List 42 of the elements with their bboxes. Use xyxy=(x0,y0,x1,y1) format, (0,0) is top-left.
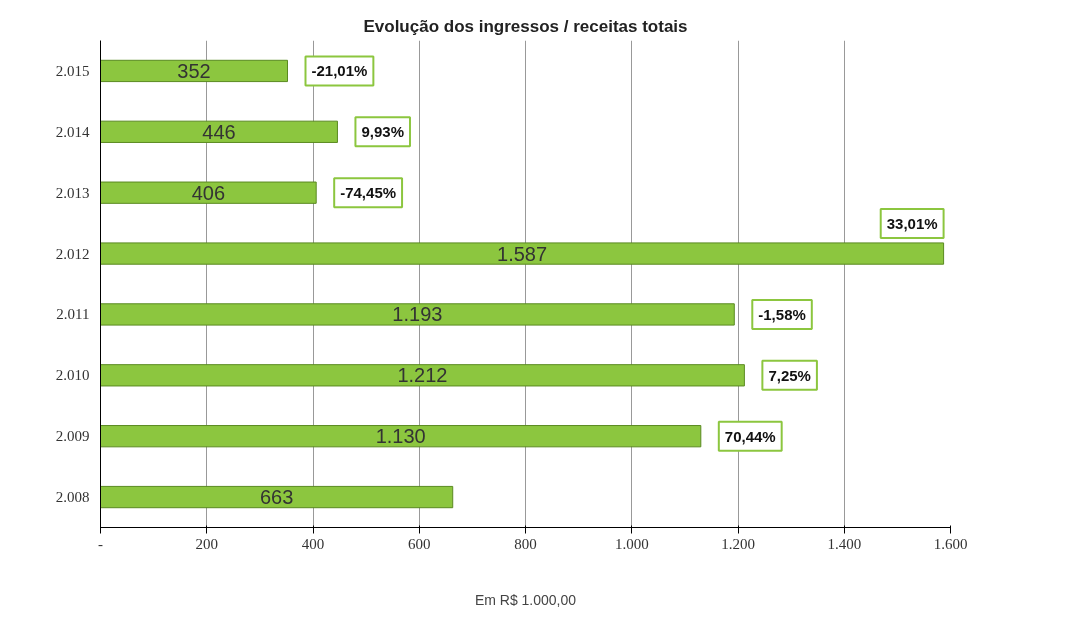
data-label: 1.130 xyxy=(375,425,426,448)
y-tick-label: 2.015 xyxy=(55,62,90,79)
bar xyxy=(100,485,454,509)
bar xyxy=(100,120,338,143)
x-tick-label: 600 xyxy=(408,535,431,552)
x-tick-label: 1.000 xyxy=(614,535,649,552)
data-label: 446 xyxy=(202,120,236,143)
y-tick-label: 2.013 xyxy=(55,184,90,201)
data-label: 406 xyxy=(191,181,226,204)
data-label: 663 xyxy=(259,486,294,509)
annotation: 7,25% xyxy=(768,366,811,384)
annotation: 9,93% xyxy=(361,123,404,141)
y-tick-label: 2.014 xyxy=(55,123,90,140)
y-tick-label: 2.008 xyxy=(55,489,90,506)
bar xyxy=(100,59,288,83)
y-tick-label: 2.012 xyxy=(55,245,90,262)
bar xyxy=(100,181,317,204)
annotation: -21,01% xyxy=(311,62,368,80)
y-tick-label: 2.010 xyxy=(55,367,90,384)
x-tick-label: 1.600 xyxy=(933,535,968,552)
data-label: 352 xyxy=(177,59,211,82)
x-tick-label: 1.400 xyxy=(827,535,862,552)
data-label: 1.587 xyxy=(497,242,548,265)
x-axis-title: Em R$ 1.000,00 xyxy=(474,591,577,608)
annotation: 70,44% xyxy=(724,427,776,445)
x-tick-label: 400 xyxy=(301,535,325,552)
annotation: -1,58% xyxy=(758,305,806,323)
x-tick-label: 800 xyxy=(514,535,537,552)
chart-title: Evolução dos ingressos / receitas totais xyxy=(363,16,688,36)
annotation: 33,01% xyxy=(886,215,938,233)
bar xyxy=(100,242,945,265)
x-tick-label: 200 xyxy=(195,535,218,552)
bar xyxy=(100,303,735,326)
data-label: 1.212 xyxy=(397,364,448,387)
x-tick-label: 1.200 xyxy=(721,535,755,552)
data-label: 1.193 xyxy=(392,303,443,326)
x-tick-label: - xyxy=(98,535,103,552)
y-tick-label: 2.009 xyxy=(55,428,90,445)
annotation: -74,45% xyxy=(340,184,397,202)
bar xyxy=(100,425,702,448)
y-tick-label: 2.011 xyxy=(56,306,90,323)
bar xyxy=(100,364,745,387)
